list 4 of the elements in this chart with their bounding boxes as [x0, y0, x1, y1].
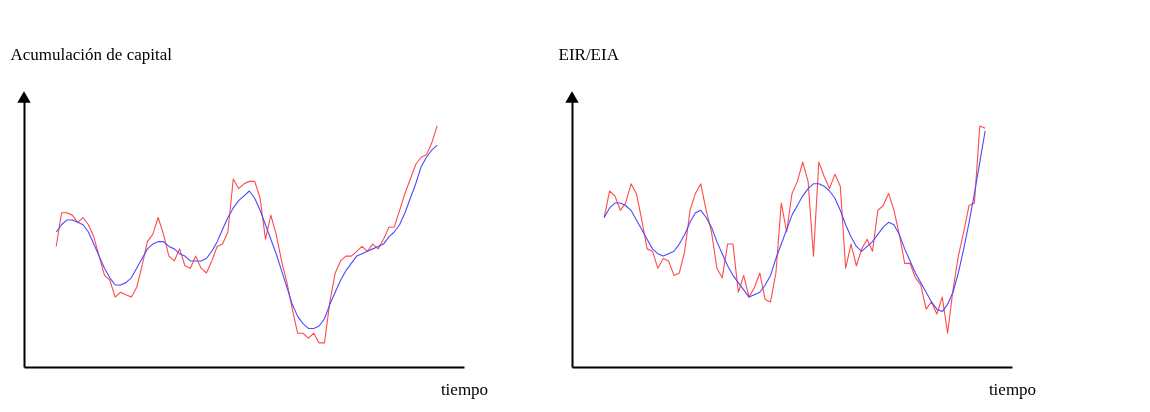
y-axis-title: EIR/EIA — [558, 44, 620, 64]
x-axis-title: tiempo — [440, 379, 489, 399]
y-axis-title: Acumulación de capital — [10, 44, 173, 64]
x-axis-title: tiempo — [988, 379, 1037, 399]
